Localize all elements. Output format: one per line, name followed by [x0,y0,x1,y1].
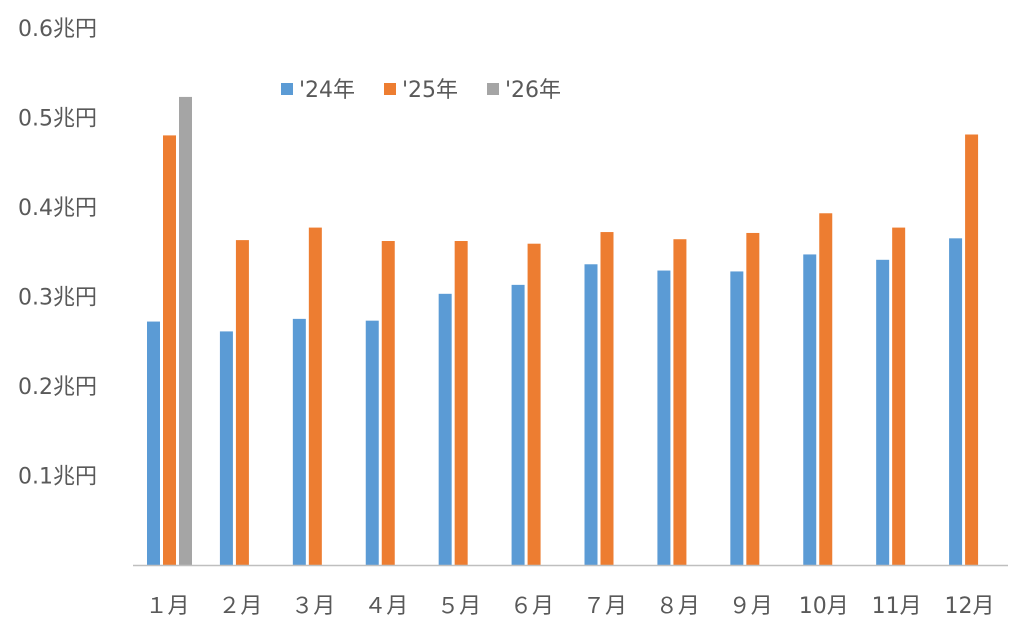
y-tick-label: 0.3兆円 [18,286,97,311]
bar-2-8 [673,239,687,565]
x-tick-label: ５月 [437,594,481,619]
y-tick-label: 0.5兆円 [18,107,97,132]
y-tick-label: 0.2兆円 [18,375,97,400]
x-tick-label: 11月 [872,594,922,619]
x-tick-label: ６月 [510,594,554,619]
bar-1-4 [365,320,379,565]
y-axis-ticks: 0.1兆円 0.2兆円 0.3兆円 0.4兆円 0.5兆円 0.6兆円 [18,17,97,490]
x-tick-label: ９月 [729,594,773,619]
bar-1-5 [438,293,452,565]
x-tick-label: ８月 [656,594,700,619]
x-tick-label: ３月 [291,594,335,619]
bar-3-1 [179,96,192,565]
x-axis-ticks: １月 ２月 ３月 ４月 ５月 ６月 ７月 ８月 ９月 10月 11月 12月 [145,594,994,619]
bar-2-2 [235,240,249,566]
legend-label: '25年 [402,78,458,103]
legend-label: '24年 [299,78,355,103]
bar-2-10 [819,213,833,565]
x-tick-label: ２月 [218,594,262,619]
bar-1-10 [803,254,817,565]
bar-1-6 [511,284,525,565]
legend-label: '26年 [505,78,561,103]
bar-2-7 [600,232,614,565]
bar-2-1 [163,135,176,565]
legend-swatch [281,83,293,95]
bar-2-9 [746,232,760,565]
x-tick-label: 10月 [799,594,849,619]
bar-1-7 [584,264,598,565]
bar-1-2 [219,331,233,565]
legend: '24年 '25年 '26年 [281,78,561,103]
bar-1-3 [292,318,306,565]
x-tick-label: ７月 [583,594,627,619]
bar-2-3 [308,227,322,565]
bar-2-6 [527,243,541,565]
legend-swatch [487,83,499,95]
y-tick-label: 0.1兆円 [18,465,97,490]
bar-series [147,96,979,566]
bar-2-11 [892,227,906,565]
bar-2-4 [381,241,395,565]
bar-1-11 [876,259,890,565]
bar-1-1 [147,321,160,565]
bar-2-5 [454,241,468,565]
x-tick-label: 12月 [945,594,995,619]
x-tick-label: １月 [145,594,189,619]
bar-1-8 [657,270,671,565]
bar-2-12 [965,134,979,565]
y-tick-label: 0.4兆円 [18,196,97,221]
x-tick-label: ４月 [364,594,408,619]
legend-swatch [384,83,396,95]
y-tick-label: 0.6兆円 [18,17,97,42]
bar-1-12 [949,238,963,565]
bar-1-9 [730,271,744,565]
